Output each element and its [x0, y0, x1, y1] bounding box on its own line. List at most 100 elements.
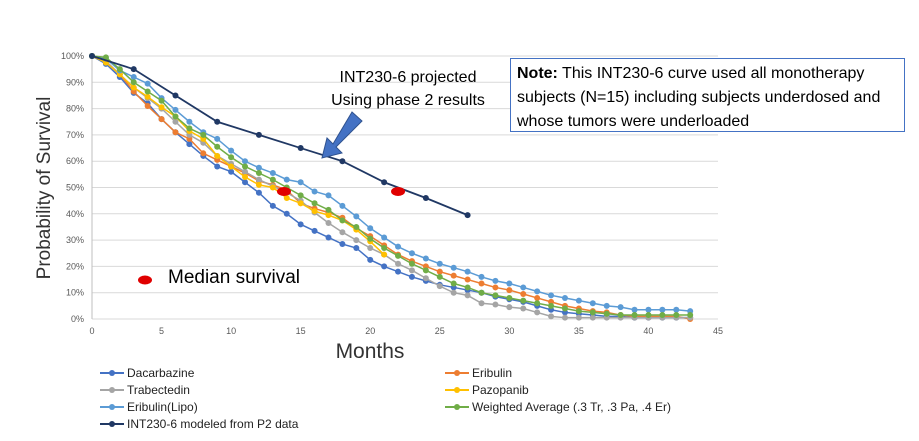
data-point [478, 289, 485, 296]
data-point [255, 189, 262, 196]
data-point [548, 302, 555, 309]
data-point [506, 280, 513, 287]
legend-swatch [445, 404, 469, 410]
data-point [492, 277, 499, 284]
data-point [659, 306, 666, 313]
data-point [339, 202, 346, 209]
legend-label: Eribulin(Lipo) [127, 400, 198, 414]
x-tick-label: 10 [226, 326, 236, 336]
data-point [102, 54, 109, 61]
y-tick-label: 30% [66, 235, 84, 245]
x-axis-label: Months [336, 340, 405, 363]
data-point [255, 176, 262, 183]
data-point [534, 294, 541, 301]
data-point [408, 273, 415, 280]
data-point [659, 312, 666, 319]
projection-line-1: INT230-6 projected [339, 69, 477, 86]
data-point [520, 297, 527, 304]
legend-item: Eribulin(Lipo) [100, 400, 198, 414]
data-point [464, 276, 471, 283]
data-point [255, 181, 262, 188]
legend-item: Weighted Average (.3 Tr, .3 Pa, .4 Er) [445, 400, 671, 414]
data-point [381, 244, 388, 251]
data-point [561, 305, 568, 312]
y-tick-label: 20% [66, 261, 84, 271]
legend-label: Weighted Average (.3 Tr, .3 Pa, .4 Er) [472, 400, 671, 414]
legend-swatch [445, 370, 469, 376]
data-point [381, 251, 388, 258]
data-point [603, 302, 610, 309]
data-point [408, 267, 415, 274]
data-point [492, 292, 499, 299]
data-point [506, 294, 513, 301]
data-point [631, 312, 638, 319]
data-point [214, 143, 221, 150]
data-point [450, 272, 457, 279]
data-point [561, 314, 568, 321]
y-tick-label: 80% [66, 104, 84, 114]
data-point [687, 312, 694, 319]
legend-item: Pazopanib [445, 383, 529, 397]
series-line [91, 55, 385, 256]
data-point [492, 301, 499, 308]
data-point [408, 250, 415, 257]
data-point [242, 179, 249, 186]
legend-item: Trabectedin [100, 383, 190, 397]
data-point [311, 188, 318, 195]
data-point [645, 306, 652, 313]
data-point [408, 260, 415, 267]
data-point [645, 312, 652, 319]
legend-item: INT230-6 modeled from P2 data [100, 417, 298, 431]
legend-swatch [100, 370, 124, 376]
data-point [673, 306, 680, 313]
data-point [242, 173, 249, 180]
data-point [283, 210, 290, 217]
y-axis-label: Probability of Survival [34, 97, 55, 280]
data-point [395, 243, 402, 250]
data-point [631, 306, 638, 313]
data-point [367, 225, 374, 232]
note-bold: Note: [517, 65, 558, 82]
x-tick-label: 5 [159, 326, 164, 336]
y-tick-label: 10% [66, 288, 84, 298]
data-point [172, 106, 179, 113]
legend-swatch [100, 421, 124, 427]
data-point [130, 66, 137, 73]
x-tick-label: 35 [574, 326, 584, 336]
data-point [381, 234, 388, 241]
x-tick-label: 0 [89, 326, 94, 336]
data-point [353, 244, 360, 251]
data-point [353, 223, 360, 230]
data-point [575, 297, 582, 304]
data-point [228, 147, 235, 154]
data-point [520, 284, 527, 291]
data-point [395, 260, 402, 267]
data-point [478, 273, 485, 280]
data-point [589, 300, 596, 307]
data-point [422, 195, 429, 202]
data-point [422, 267, 429, 274]
data-point [255, 170, 262, 177]
median-legend-label: Median survival [168, 267, 300, 288]
legend-swatch [100, 404, 124, 410]
projection-annotation: INT230-6 projected Using phase 2 results [318, 66, 498, 112]
data-point [506, 287, 513, 294]
data-point [242, 168, 249, 175]
data-point [422, 275, 429, 282]
data-point [381, 263, 388, 270]
legend-item: Dacarbazine [100, 366, 194, 380]
data-point [353, 213, 360, 220]
data-point [534, 309, 541, 316]
data-point [325, 220, 332, 227]
data-point [269, 202, 276, 209]
data-point [297, 145, 304, 152]
projection-line-2: Using phase 2 results [331, 92, 485, 109]
data-point [214, 118, 221, 125]
data-point [311, 200, 318, 207]
x-tick-label: 15 [296, 326, 306, 336]
legend-label: Dacarbazine [127, 366, 195, 380]
data-point [130, 84, 137, 91]
legend-label: Trabectedin [127, 383, 190, 397]
data-point [339, 158, 346, 165]
